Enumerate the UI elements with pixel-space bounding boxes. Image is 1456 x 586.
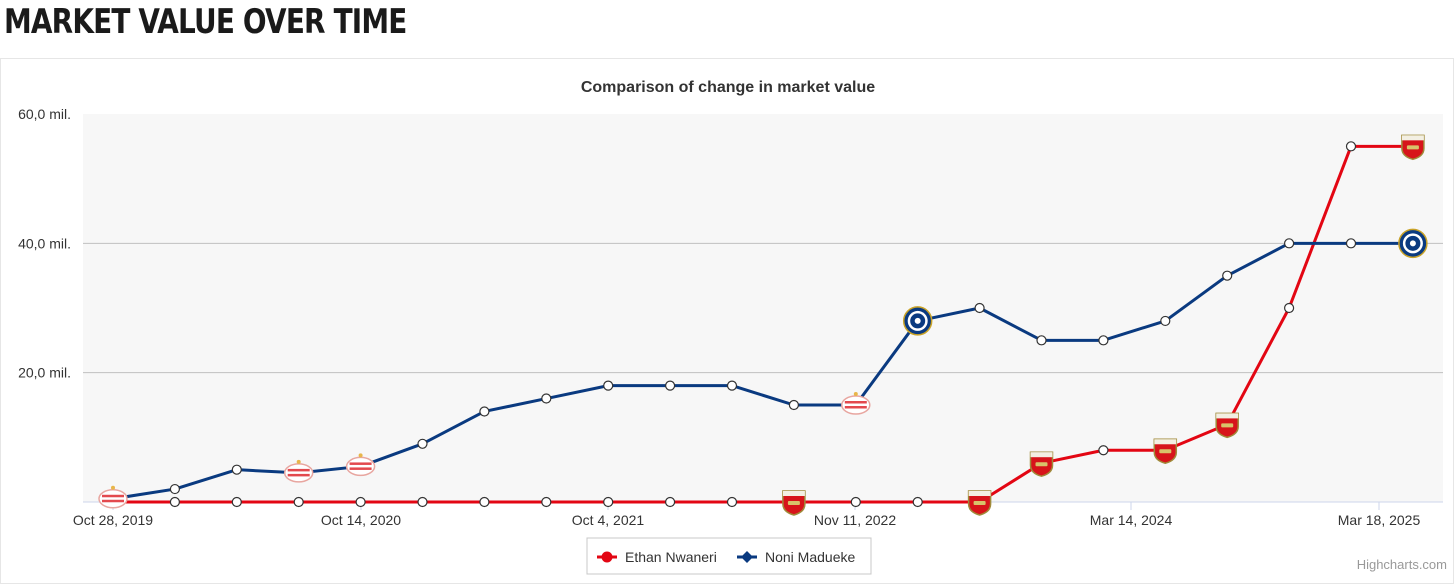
psv-club-icon — [841, 392, 871, 415]
data-point[interactable] — [603, 496, 614, 508]
arsenal-club-icon — [782, 490, 806, 516]
arsenal-club-icon — [967, 490, 992, 516]
data-point[interactable] — [788, 399, 800, 411]
x-tick-label: Oct 28, 2019 — [73, 512, 153, 528]
data-point[interactable] — [1098, 335, 1109, 346]
data-point[interactable] — [1283, 302, 1295, 314]
grid-lines — [83, 242, 1443, 374]
x-tick-label: Mar 14, 2024 — [1090, 512, 1173, 528]
arsenal-club-icon — [1153, 438, 1178, 465]
data-point[interactable] — [231, 496, 242, 508]
x-tick-label: Oct 4, 2021 — [572, 512, 645, 528]
data-point[interactable] — [169, 496, 180, 508]
y-tick-label: 20,0 mil. — [18, 365, 71, 381]
data-point[interactable] — [541, 393, 552, 404]
series-line — [113, 144, 1413, 504]
x-axis: Oct 28, 2019 Oct 14, 2020 Oct 4, 2021 Nov 1… — [73, 501, 1443, 528]
data-point[interactable] — [1283, 238, 1295, 249]
legend[interactable]: Ethan Nwaneri Noni Madueke — [586, 537, 872, 575]
psv-club-icon — [98, 485, 128, 509]
highcharts-credit[interactable]: Highcharts.com — [1357, 557, 1447, 572]
chart-title: Comparison of change in market value — [581, 79, 875, 96]
page-title: MARKET VALUE OVER TIME — [4, 2, 407, 42]
chelsea-club-icon — [1398, 228, 1428, 259]
legend-box — [586, 537, 872, 575]
data-point[interactable] — [603, 380, 614, 391]
legend-item-noni-madueke[interactable]: Noni Madueke — [737, 549, 855, 565]
data-point[interactable] — [293, 496, 304, 508]
data-point[interactable] — [974, 302, 985, 314]
x-tick-label: Oct 14, 2020 — [321, 512, 401, 528]
data-point[interactable] — [1098, 445, 1109, 456]
data-point[interactable] — [355, 496, 366, 508]
data-point[interactable] — [664, 380, 676, 391]
series-noni-madueke — [98, 228, 1428, 509]
data-point[interactable] — [912, 496, 923, 508]
market-value-line-chart: Comparison of change in market value 20,… — [18, 79, 1447, 575]
data-point[interactable] — [1160, 315, 1171, 327]
legend-label[interactable]: Noni Madueke — [765, 549, 855, 565]
data-point[interactable] — [1222, 270, 1233, 281]
y-axis: 20,0 mil. 40,0 mil. 60,0 mil. — [18, 106, 71, 381]
psv-club-icon — [283, 459, 314, 483]
data-point[interactable] — [726, 380, 738, 391]
series-layer — [98, 134, 1428, 516]
data-point[interactable] — [417, 438, 428, 449]
data-point[interactable] — [479, 406, 490, 417]
psv-club-icon — [345, 453, 376, 477]
arsenal-club-icon — [1215, 412, 1239, 439]
y-tick-label: 40,0 mil. — [18, 235, 71, 251]
data-point[interactable] — [726, 496, 738, 508]
arsenal-club-icon — [1401, 134, 1425, 161]
series-line — [112, 241, 1413, 501]
x-tick-label: Nov 11, 2022 — [814, 512, 896, 528]
data-point[interactable] — [664, 496, 676, 508]
data-point[interactable] — [479, 496, 490, 508]
arsenal-club-icon — [1029, 451, 1054, 477]
data-point[interactable] — [231, 464, 242, 475]
data-point[interactable] — [1345, 141, 1357, 152]
data-point[interactable] — [1036, 335, 1047, 346]
legend-label[interactable]: Ethan Nwaneri — [625, 549, 717, 565]
data-point[interactable] — [417, 496, 428, 508]
data-point[interactable] — [541, 496, 552, 508]
data-point[interactable] — [1345, 238, 1357, 249]
data-point[interactable] — [169, 483, 180, 495]
legend-item-ethan-nwaneri[interactable]: Ethan Nwaneri — [597, 549, 717, 565]
chart-container: Comparison of change in market value 20,… — [0, 58, 1454, 584]
plot-background — [83, 114, 1443, 502]
chelsea-club-icon — [902, 306, 933, 336]
x-tick-label: Mar 18, 2025 — [1338, 512, 1421, 528]
data-point[interactable] — [850, 496, 861, 508]
y-tick-label: 60,0 mil. — [18, 106, 71, 122]
